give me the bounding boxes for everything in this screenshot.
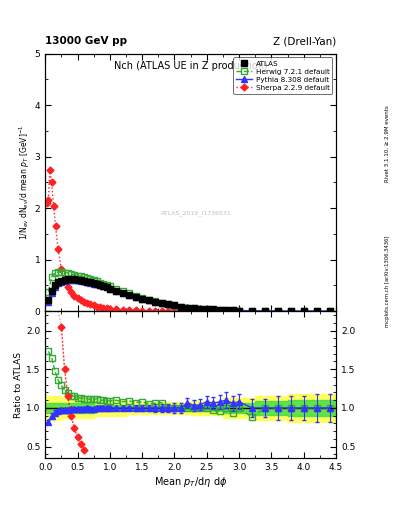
Legend: ATLAS, Herwig 7.2.1 default, Pythia 8.308 default, Sherpa 2.2.9 default: ATLAS, Herwig 7.2.1 default, Pythia 8.30… <box>233 57 332 94</box>
Text: Z (Drell-Yan): Z (Drell-Yan) <box>273 36 336 46</box>
Y-axis label: Ratio to ATLAS: Ratio to ATLAS <box>14 352 23 418</box>
Y-axis label: 1/N$_{ev}$ dN$_{ev}$/d mean $p_{T}$ [GeV]$^{-1}$: 1/N$_{ev}$ dN$_{ev}$/d mean $p_{T}$ [GeV… <box>17 125 32 240</box>
Text: ATLAS_2019_I1736531: ATLAS_2019_I1736531 <box>161 210 232 216</box>
X-axis label: Mean $p_{T}$/d$\eta$ d$\phi$: Mean $p_{T}$/d$\eta$ d$\phi$ <box>154 475 227 489</box>
Text: 13000 GeV pp: 13000 GeV pp <box>45 36 127 46</box>
Text: mcplots.cern.ch [arXiv:1306.3436]: mcplots.cern.ch [arXiv:1306.3436] <box>385 236 389 327</box>
Text: Rivet 3.1.10, ≥ 2.9M events: Rivet 3.1.10, ≥ 2.9M events <box>385 105 389 182</box>
Text: Nch (ATLAS UE in Z production): Nch (ATLAS UE in Z production) <box>114 61 268 72</box>
